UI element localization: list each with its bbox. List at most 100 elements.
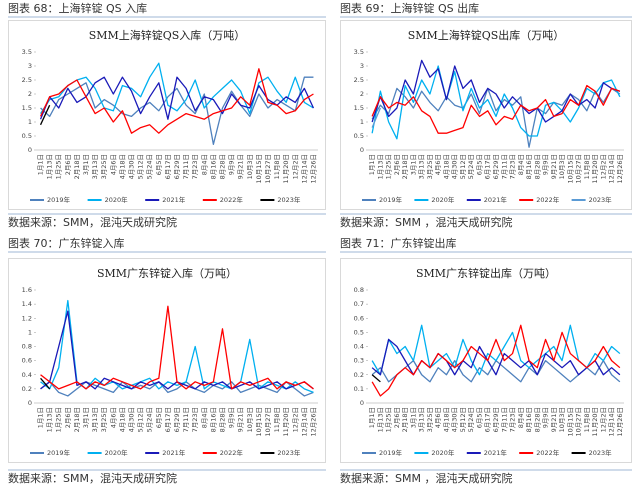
y-tick-label: 2 bbox=[28, 90, 32, 98]
chart-frame bbox=[8, 258, 326, 463]
x-tick-label: 4月18日 bbox=[442, 407, 450, 432]
x-tick-label: 11月8日 bbox=[583, 407, 591, 432]
x-tick-label: 6月5日 bbox=[475, 407, 483, 428]
y-tick-label: 0 bbox=[360, 146, 364, 154]
x-tick-label: 12月26日 bbox=[616, 407, 624, 437]
y-tick-label: 1.5 bbox=[22, 104, 32, 112]
x-tick-label: 10月15日 bbox=[566, 407, 574, 437]
x-tick-label: 2月6日 bbox=[64, 154, 72, 175]
x-tick-label: 4月6日 bbox=[434, 154, 442, 175]
legend-label: 2021年 bbox=[162, 195, 186, 204]
y-tick-label: 2.5 bbox=[354, 76, 364, 84]
figure-header: 图表 70：广东锌锭入库 bbox=[8, 236, 125, 250]
x-tick-label: 8月4日 bbox=[517, 154, 525, 175]
series-line bbox=[371, 65, 621, 140]
legend-label: 2023年 bbox=[277, 448, 301, 457]
x-tick-label: 10月27日 bbox=[575, 407, 583, 437]
chart-title: SMM上海锌锭QS入库（万吨） bbox=[89, 28, 246, 42]
x-tick-label: 1月13日 bbox=[376, 407, 384, 432]
x-tick-label: 12月2日 bbox=[599, 407, 607, 432]
y-tick-label: 0.6 bbox=[354, 314, 364, 322]
x-tick-label: 2月18日 bbox=[401, 407, 409, 432]
x-tick-label: 4月30日 bbox=[451, 407, 459, 432]
y-tick-label: 0 bbox=[28, 146, 32, 154]
x-tick-label: 8月28日 bbox=[533, 154, 541, 179]
x-tick-label: 2月6日 bbox=[393, 154, 401, 175]
x-tick-label: 3月25日 bbox=[100, 407, 108, 432]
x-tick-label: 11月20日 bbox=[591, 154, 599, 184]
x-tick-label: 1月13日 bbox=[46, 407, 54, 432]
x-tick-label: 1月25日 bbox=[385, 407, 393, 432]
x-tick-label: 5月24日 bbox=[146, 154, 154, 179]
series-line bbox=[371, 107, 381, 128]
figure-source: 数据来源：SMM ，混沌天成研究院 bbox=[340, 471, 512, 485]
x-tick-label: 12月26日 bbox=[309, 154, 317, 184]
x-tick-label: 9月9日 bbox=[228, 407, 236, 428]
series-line bbox=[39, 68, 314, 134]
x-tick-label: 8月28日 bbox=[533, 407, 541, 432]
legend-label: 2023年 bbox=[589, 195, 613, 204]
x-tick-label: 2月18日 bbox=[73, 407, 81, 432]
y-tick-label: 0.8 bbox=[22, 343, 32, 351]
x-tick-label: 11月8日 bbox=[273, 154, 281, 179]
y-tick-label: 1 bbox=[28, 328, 32, 336]
legend-label: 2023年 bbox=[277, 195, 301, 204]
x-tick-label: 10月15日 bbox=[255, 154, 263, 184]
x-tick-label: 1月25日 bbox=[55, 407, 63, 432]
x-tick-label: 6月17日 bbox=[164, 154, 172, 179]
x-tick-label: 5月24日 bbox=[146, 407, 154, 432]
x-tick-label: 8月4日 bbox=[517, 407, 525, 428]
x-tick-label: 9月9日 bbox=[228, 154, 236, 175]
x-tick-label: 6月17日 bbox=[484, 407, 492, 432]
legend-label: 2021年 bbox=[162, 448, 186, 457]
x-tick-label: 11月20日 bbox=[282, 407, 290, 437]
y-tick-label: 1 bbox=[28, 118, 32, 126]
y-tick-label: 0.4 bbox=[354, 343, 364, 351]
x-tick-label: 8月28日 bbox=[218, 407, 226, 432]
x-tick-label: 12月14日 bbox=[608, 407, 616, 437]
x-tick-label: 12月2日 bbox=[291, 154, 299, 179]
x-tick-label: 9月21日 bbox=[237, 407, 245, 432]
x-tick-label: 6月5日 bbox=[155, 154, 163, 175]
legend-label: 2023年 bbox=[589, 448, 613, 457]
x-tick-label: 3月13日 bbox=[418, 154, 426, 179]
x-tick-label: 6月17日 bbox=[484, 154, 492, 179]
y-tick-label: 3.5 bbox=[22, 48, 32, 56]
chart-frame bbox=[8, 20, 326, 210]
figure-source: 数据来源：SMM，混沌天成研究院 bbox=[8, 471, 177, 485]
y-tick-label: 1.6 bbox=[22, 286, 32, 294]
y-tick-label: 1.5 bbox=[354, 104, 364, 112]
chart-frame bbox=[340, 258, 632, 463]
x-tick-label: 1月13日 bbox=[46, 154, 54, 179]
legend-label: 2020年 bbox=[105, 195, 129, 204]
x-tick-label: 1月25日 bbox=[55, 154, 63, 179]
y-tick-label: 0.4 bbox=[22, 371, 32, 379]
x-tick-label: 10月27日 bbox=[264, 407, 272, 437]
x-tick-label: 7月11日 bbox=[500, 154, 508, 179]
x-tick-label: 1月1日 bbox=[368, 154, 376, 175]
y-tick-label: 1.2 bbox=[22, 314, 32, 322]
legend-label: 2022年 bbox=[536, 448, 560, 457]
x-tick-label: 2月18日 bbox=[401, 154, 409, 179]
x-tick-label: 1月1日 bbox=[37, 407, 45, 428]
x-tick-label: 4月6日 bbox=[109, 407, 117, 428]
x-tick-label: 8月16日 bbox=[209, 407, 217, 432]
x-tick-label: 3月1日 bbox=[82, 154, 90, 175]
x-tick-label: 7月11日 bbox=[182, 154, 190, 179]
x-tick-label: 5月12日 bbox=[137, 154, 145, 179]
series-line bbox=[40, 62, 314, 115]
x-tick-label: 5月12日 bbox=[137, 407, 145, 432]
legend-label: 2021年 bbox=[484, 448, 508, 457]
x-tick-label: 2月6日 bbox=[393, 407, 401, 428]
x-tick-label: 12月26日 bbox=[309, 407, 317, 437]
x-tick-label: 4月18日 bbox=[442, 154, 450, 179]
x-tick-label: 3月1日 bbox=[409, 154, 417, 175]
x-tick-label: 6月29日 bbox=[492, 154, 500, 179]
x-tick-label: 10月3日 bbox=[246, 407, 254, 432]
series-line bbox=[371, 87, 621, 148]
x-tick-label: 12月2日 bbox=[599, 154, 607, 179]
x-tick-label: 3月13日 bbox=[91, 407, 99, 432]
x-tick-label: 4月18日 bbox=[118, 154, 126, 179]
series-line bbox=[371, 324, 621, 397]
